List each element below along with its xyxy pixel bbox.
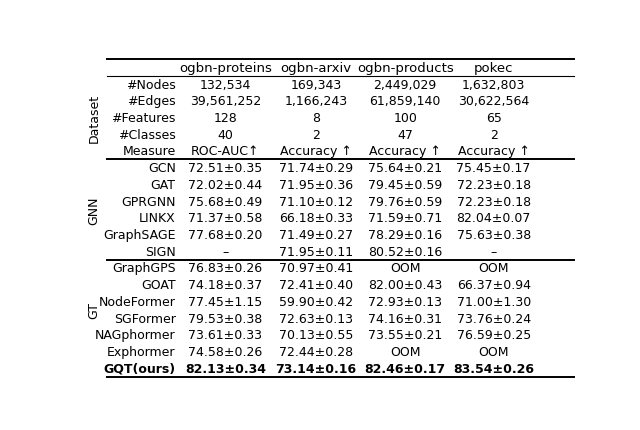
Text: 169,343: 169,343 <box>290 78 342 92</box>
Text: 75.68±0.49: 75.68±0.49 <box>188 195 262 208</box>
Text: 73.61±0.33: 73.61±0.33 <box>188 329 262 341</box>
Text: OOM: OOM <box>390 262 420 275</box>
Text: 71.37±0.58: 71.37±0.58 <box>188 212 262 225</box>
Text: 75.64±0.21: 75.64±0.21 <box>368 162 442 175</box>
Text: 72.44±0.28: 72.44±0.28 <box>279 345 353 358</box>
Text: 2: 2 <box>312 129 320 141</box>
Text: OOM: OOM <box>479 262 509 275</box>
Text: 70.97±0.41: 70.97±0.41 <box>279 262 353 275</box>
Text: 71.74±0.29: 71.74±0.29 <box>279 162 353 175</box>
Text: 74.18±0.37: 74.18±0.37 <box>188 279 262 292</box>
Text: 79.76±0.59: 79.76±0.59 <box>368 195 442 208</box>
Text: 71.59±0.71: 71.59±0.71 <box>368 212 442 225</box>
Text: NodeFormer: NodeFormer <box>99 295 176 308</box>
Text: 47: 47 <box>397 129 413 141</box>
Text: LINKX: LINKX <box>139 212 176 225</box>
Text: 79.53±0.38: 79.53±0.38 <box>188 312 262 325</box>
Text: 74.58±0.26: 74.58±0.26 <box>188 345 262 358</box>
Text: ogbn-proteins: ogbn-proteins <box>179 62 272 75</box>
Text: 78.29±0.16: 78.29±0.16 <box>368 228 442 242</box>
Text: 72.23±0.18: 72.23±0.18 <box>456 195 531 208</box>
Text: 82.46±0.17: 82.46±0.17 <box>365 362 445 375</box>
Text: #Classes: #Classes <box>118 129 176 141</box>
Text: GOAT: GOAT <box>141 279 176 292</box>
Text: Exphormer: Exphormer <box>108 345 176 358</box>
Text: 77.45±1.15: 77.45±1.15 <box>188 295 262 308</box>
Text: 71.00±1.30: 71.00±1.30 <box>456 295 531 308</box>
Text: 82.00±0.43: 82.00±0.43 <box>368 279 442 292</box>
Text: ogbn-products: ogbn-products <box>356 62 454 75</box>
Text: 66.18±0.33: 66.18±0.33 <box>279 212 353 225</box>
Text: –: – <box>222 245 228 258</box>
Text: 2,449,029: 2,449,029 <box>374 78 436 92</box>
Text: 79.45±0.59: 79.45±0.59 <box>368 178 442 191</box>
Text: 61,859,140: 61,859,140 <box>369 95 441 108</box>
Text: –: – <box>490 245 497 258</box>
Text: 72.02±0.44: 72.02±0.44 <box>188 178 262 191</box>
Text: GPRGNN: GPRGNN <box>121 195 176 208</box>
Text: 73.14±0.16: 73.14±0.16 <box>275 362 356 375</box>
Text: #Nodes: #Nodes <box>126 78 176 92</box>
Text: #Features: #Features <box>111 112 176 125</box>
Text: OOM: OOM <box>479 345 509 358</box>
Text: 30,622,564: 30,622,564 <box>458 95 529 108</box>
Text: 73.55±0.21: 73.55±0.21 <box>368 329 442 341</box>
Text: Accuracy ↑: Accuracy ↑ <box>458 145 530 158</box>
Text: 59.90±0.42: 59.90±0.42 <box>279 295 353 308</box>
Text: 72.63±0.13: 72.63±0.13 <box>279 312 353 325</box>
Text: Dataset: Dataset <box>88 94 100 143</box>
Text: 100: 100 <box>393 112 417 125</box>
Text: 75.45±0.17: 75.45±0.17 <box>456 162 531 175</box>
Text: SIGN: SIGN <box>145 245 176 258</box>
Text: 40: 40 <box>218 129 233 141</box>
Text: GAT: GAT <box>151 178 176 191</box>
Text: 72.23±0.18: 72.23±0.18 <box>456 178 531 191</box>
Text: 72.41±0.40: 72.41±0.40 <box>279 279 353 292</box>
Text: GraphSAGE: GraphSAGE <box>103 228 176 242</box>
Text: 83.54±0.26: 83.54±0.26 <box>453 362 534 375</box>
Text: 65: 65 <box>486 112 502 125</box>
Text: GT: GT <box>88 301 100 319</box>
Text: 82.13±0.34: 82.13±0.34 <box>185 362 266 375</box>
Text: OOM: OOM <box>390 345 420 358</box>
Text: 1,632,803: 1,632,803 <box>462 78 525 92</box>
Text: 71.49±0.27: 71.49±0.27 <box>279 228 353 242</box>
Text: 66.37±0.94: 66.37±0.94 <box>457 279 531 292</box>
Text: 76.59±0.25: 76.59±0.25 <box>456 329 531 341</box>
Text: GQT(ours): GQT(ours) <box>104 362 176 375</box>
Text: 77.68±0.20: 77.68±0.20 <box>188 228 262 242</box>
Text: 70.13±0.55: 70.13±0.55 <box>278 329 353 341</box>
Text: 74.16±0.31: 74.16±0.31 <box>368 312 442 325</box>
Text: 1,166,243: 1,166,243 <box>284 95 348 108</box>
Text: 128: 128 <box>214 112 237 125</box>
Text: 76.83±0.26: 76.83±0.26 <box>188 262 262 275</box>
Text: 75.63±0.38: 75.63±0.38 <box>456 228 531 242</box>
Text: GNN: GNN <box>88 196 100 224</box>
Text: #Edges: #Edges <box>127 95 176 108</box>
Text: GCN: GCN <box>148 162 176 175</box>
Text: ROC-AUC↑: ROC-AUC↑ <box>191 145 260 158</box>
Text: 39,561,252: 39,561,252 <box>189 95 261 108</box>
Text: 72.93±0.13: 72.93±0.13 <box>368 295 442 308</box>
Text: 82.04±0.07: 82.04±0.07 <box>456 212 531 225</box>
Text: 2: 2 <box>490 129 498 141</box>
Text: 8: 8 <box>312 112 320 125</box>
Text: 72.51±0.35: 72.51±0.35 <box>188 162 262 175</box>
Text: 71.10±0.12: 71.10±0.12 <box>279 195 353 208</box>
Text: Accuracy ↑: Accuracy ↑ <box>280 145 352 158</box>
Text: pokec: pokec <box>474 62 513 75</box>
Text: Accuracy ↑: Accuracy ↑ <box>369 145 441 158</box>
Text: Measure: Measure <box>122 145 176 158</box>
Text: ogbn-arxiv: ogbn-arxiv <box>280 62 351 75</box>
Text: SGFormer: SGFormer <box>114 312 176 325</box>
Text: 71.95±0.11: 71.95±0.11 <box>279 245 353 258</box>
Text: 73.76±0.24: 73.76±0.24 <box>456 312 531 325</box>
Text: 71.95±0.36: 71.95±0.36 <box>279 178 353 191</box>
Text: 132,534: 132,534 <box>200 78 251 92</box>
Text: GraphGPS: GraphGPS <box>112 262 176 275</box>
Text: NAGphormer: NAGphormer <box>95 329 176 341</box>
Text: 80.52±0.16: 80.52±0.16 <box>368 245 442 258</box>
